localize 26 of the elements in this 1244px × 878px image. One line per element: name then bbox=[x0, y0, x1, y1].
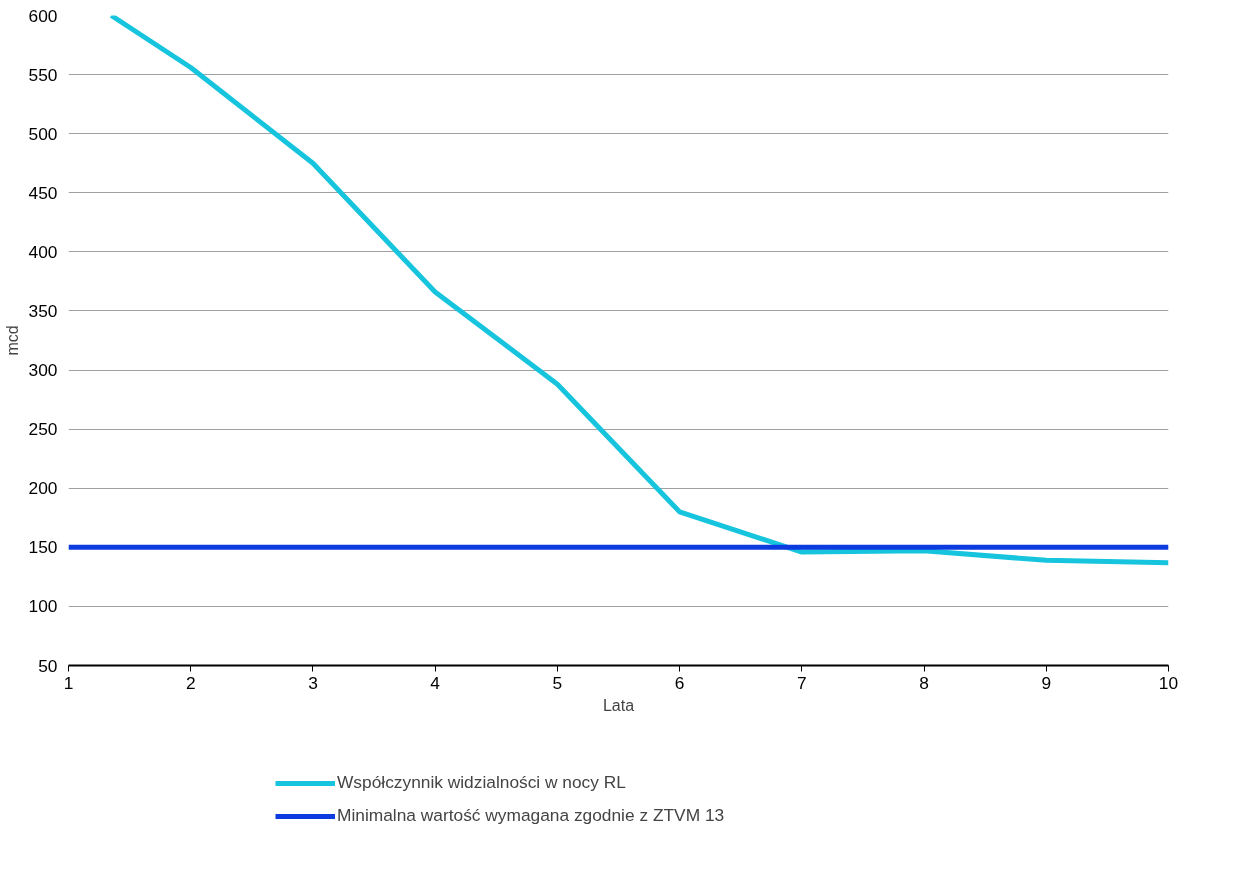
y-tick-label: 400 bbox=[28, 241, 58, 262]
x-tick-label: 3 bbox=[308, 672, 318, 693]
y-tick-label: 550 bbox=[28, 64, 58, 85]
y-tick-label: 150 bbox=[28, 537, 58, 558]
x-tick-label: 2 bbox=[185, 672, 196, 693]
y-tick-label: 350 bbox=[28, 300, 58, 321]
y-tick-label: 100 bbox=[28, 596, 58, 617]
x-axis-title: Lata bbox=[602, 696, 635, 714]
y-tick-label: 500 bbox=[28, 123, 58, 144]
x-tick-label: 8 bbox=[919, 672, 929, 693]
y-tick-label: 250 bbox=[28, 419, 58, 440]
x-tick-label: 4 bbox=[430, 672, 441, 693]
x-tick-label: 9 bbox=[1041, 672, 1052, 693]
legend-label: Współczynnik widzialności w nocy RL bbox=[337, 772, 626, 793]
x-tick-label: 6 bbox=[674, 672, 685, 693]
x-tick-label: 7 bbox=[797, 672, 807, 693]
legend-label: Minimalna wartość wymagana zgodnie z ZTVM 13 bbox=[337, 805, 725, 826]
x-tick-label: 5 bbox=[552, 672, 563, 693]
x-tick-label: 1 bbox=[63, 672, 74, 693]
x-tick-label: 10 bbox=[1158, 672, 1179, 693]
y-tick-label: 600 bbox=[28, 5, 58, 26]
y-tick-label: 450 bbox=[28, 182, 58, 203]
y-tick-label: 300 bbox=[28, 360, 58, 381]
y-axis-title: mcd bbox=[3, 325, 21, 356]
y-tick-label: 50 bbox=[38, 655, 58, 676]
y-tick-label: 200 bbox=[28, 478, 58, 499]
